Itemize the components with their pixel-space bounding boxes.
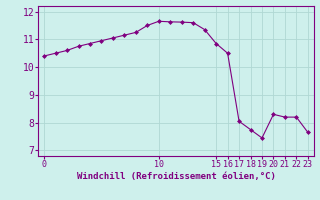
- X-axis label: Windchill (Refroidissement éolien,°C): Windchill (Refroidissement éolien,°C): [76, 172, 276, 181]
